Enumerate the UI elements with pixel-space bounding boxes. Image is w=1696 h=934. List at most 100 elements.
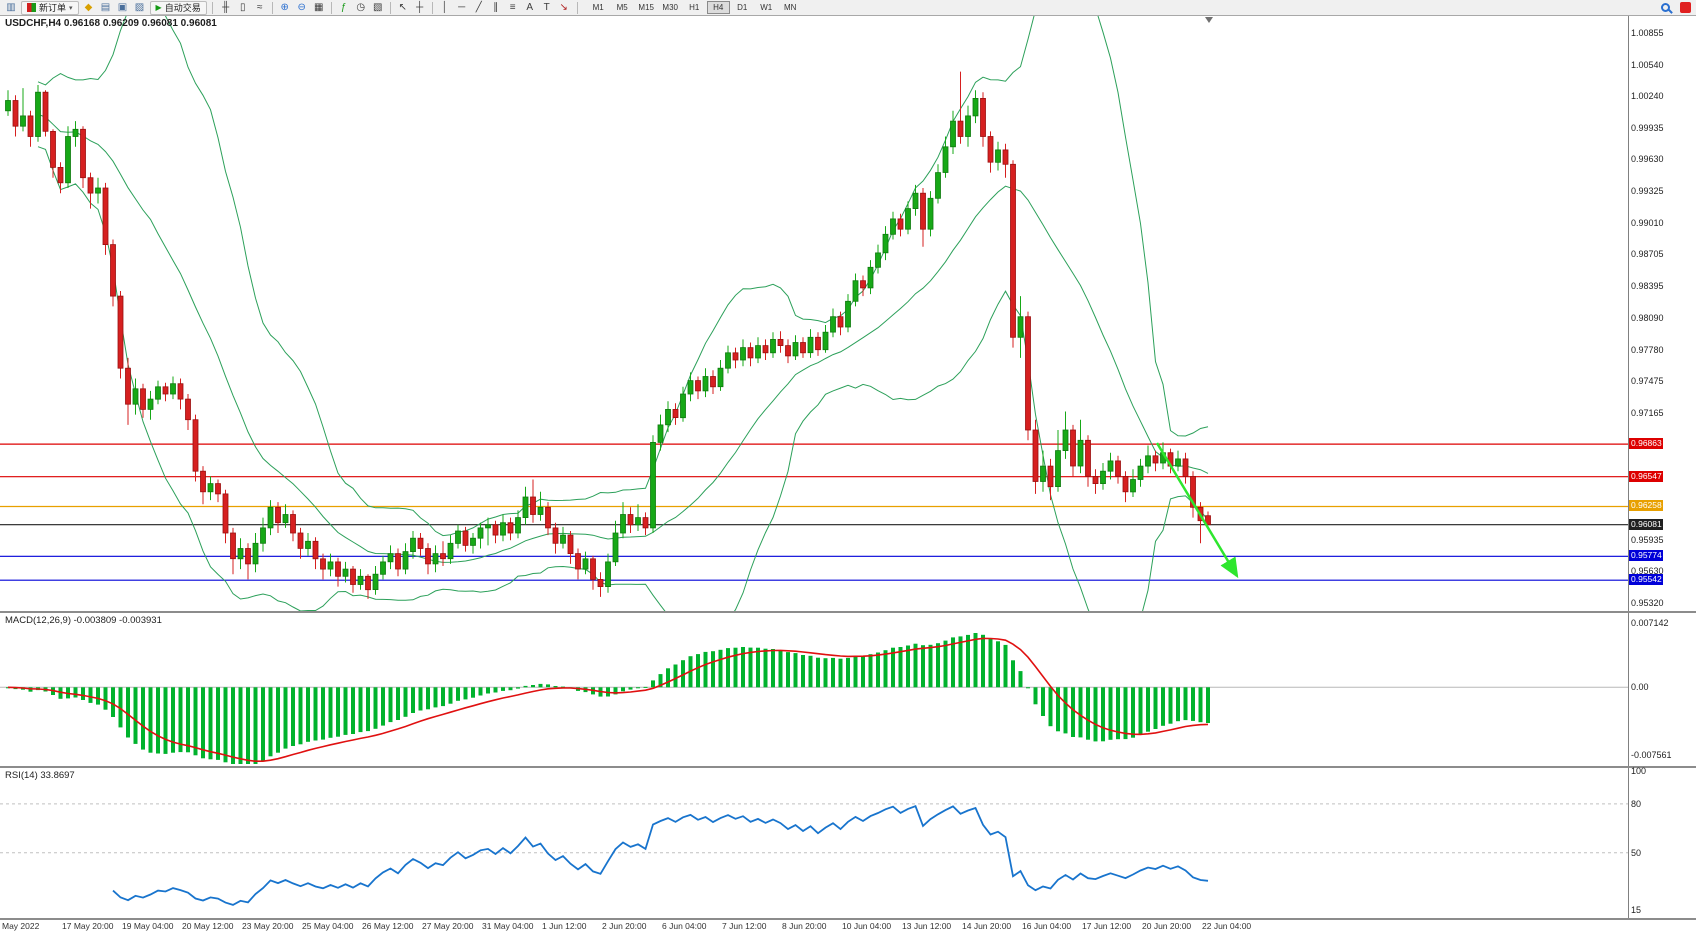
navigator-icon[interactable]: ▨ xyxy=(134,2,145,13)
trendline-icon[interactable]: ╱ xyxy=(475,2,482,13)
crosshair-icon[interactable]: ┼ xyxy=(416,2,424,13)
panel-splitter[interactable] xyxy=(0,918,1696,920)
price-label: 1.00240 xyxy=(1631,91,1664,101)
price-label: 1.00540 xyxy=(1631,60,1664,70)
metaeditor-icon[interactable]: ◆ xyxy=(84,2,93,13)
cursor-icon[interactable]: ↖ xyxy=(398,2,407,13)
panel-splitter[interactable] xyxy=(0,766,1696,768)
panel-splitter[interactable] xyxy=(0,611,1696,613)
chart-tools-toolbar: ╫ ▯ ≈ ⊕ ⊖ ▦ ƒ ◷ ▧ ↖ ┼ │ ─ ╱ ∥ ≡ A T ↘ xyxy=(218,1,572,14)
price-badge: 0.96258 xyxy=(1629,500,1663,511)
autotrade-button[interactable]: ▶ 自动交易 xyxy=(149,0,207,15)
new-order-button[interactable]: 新订单 ▾ xyxy=(21,0,79,15)
arrows-icon[interactable]: ↘ xyxy=(559,2,568,13)
rsi-scale-label: 50 xyxy=(1631,848,1642,858)
rsi-scale-label: 100 xyxy=(1631,766,1647,776)
time-label: 17 Jun 12:00 xyxy=(1082,921,1132,931)
time-axis[interactable]: May 2022 17 May 20:00 19 May 04:00 20 May 1… xyxy=(0,920,1662,934)
rsi-chart[interactable] xyxy=(0,768,1628,918)
price-label: 0.98705 xyxy=(1631,249,1664,259)
timeframe-d1[interactable]: D1 xyxy=(737,3,748,12)
search-icon[interactable] xyxy=(1661,3,1670,12)
timeframe-m15[interactable]: M15 xyxy=(638,3,654,12)
timeframe-m30[interactable]: M30 xyxy=(662,3,678,12)
time-label: 17 May 20:00 xyxy=(62,921,114,931)
time-label: 20 Jun 20:00 xyxy=(1142,921,1192,931)
time-label: 1 Jun 12:00 xyxy=(542,921,587,931)
macd-scale-label: -0.007561 xyxy=(1631,750,1672,760)
chart-title: USDCHF,H4 0.96168 0.96209 0.96081 0.9608… xyxy=(5,18,217,29)
rsi-label: RSI(14) 33.8697 xyxy=(5,770,75,781)
toolbar-separator xyxy=(330,1,332,14)
time-label: 13 Jun 12:00 xyxy=(902,921,952,931)
chart-shift-marker[interactable] xyxy=(1205,17,1213,23)
zoom-in-icon[interactable]: ⊕ xyxy=(280,2,289,13)
price-chart[interactable] xyxy=(0,16,1628,611)
price-scale[interactable]: 1.00855 1.00540 1.00240 0.99935 0.99630 0.993… xyxy=(1628,16,1664,611)
price-label: 0.97780 xyxy=(1631,345,1664,355)
price-label: 0.98395 xyxy=(1631,281,1664,291)
timeframe-mn[interactable]: MN xyxy=(783,3,797,12)
macd-scale[interactable]: 0.007142 0.00 -0.007561 xyxy=(1628,613,1672,766)
window-toolbar: ◆ ▤ ▣ ▨ xyxy=(81,1,148,14)
time-label: 14 Jun 20:00 xyxy=(962,921,1012,931)
price-badge: 0.96547 xyxy=(1629,471,1663,482)
time-label: 8 Jun 20:00 xyxy=(782,921,827,931)
indicators-icon[interactable]: ƒ xyxy=(340,2,347,13)
macd-chart[interactable] xyxy=(0,613,1628,766)
line-chart-icon[interactable]: ≈ xyxy=(256,2,263,13)
time-label: 19 May 04:00 xyxy=(122,921,174,931)
price-badge: 0.95774 xyxy=(1629,550,1663,561)
vertical-line-icon[interactable]: │ xyxy=(441,2,448,13)
timeframe-m1[interactable]: M1 xyxy=(592,3,604,12)
time-label: 26 May 12:00 xyxy=(362,921,414,931)
periods-icon[interactable]: ◷ xyxy=(356,2,366,13)
macd-label: MACD(12,26,9) -0.003809 -0.003931 xyxy=(5,615,162,626)
time-label: 7 Jun 12:00 xyxy=(722,921,767,931)
time-label: 25 May 04:00 xyxy=(302,921,354,931)
timeframe-m5[interactable]: M5 xyxy=(616,3,628,12)
toolbar-separator xyxy=(271,1,273,14)
rsi-scale[interactable]: 100 80 50 15 xyxy=(1628,766,1662,918)
equidistant-channel-icon[interactable]: ∥ xyxy=(493,2,499,13)
rsi-scale-label: 15 xyxy=(1631,905,1642,915)
time-label: May 2022 xyxy=(2,921,40,931)
time-label: 27 May 20:00 xyxy=(422,921,474,931)
candlestick-chart-icon[interactable]: ▯ xyxy=(239,2,246,13)
templates-icon[interactable]: ▧ xyxy=(372,2,383,13)
price-label: 0.97165 xyxy=(1631,408,1664,418)
timeframe-w1[interactable]: W1 xyxy=(760,3,773,12)
horizontal-line-icon[interactable]: ─ xyxy=(458,2,466,13)
play-icon: ▶ xyxy=(155,3,162,12)
timeframe-h1[interactable]: H1 xyxy=(689,3,700,12)
toolbar: ▥ 新订单 ▾ ◆ ▤ ▣ ▨ ▶ 自动交易 ╫ ▯ ≈ ⊕ ⊖ ▦ ƒ ◷ ▧ ↖ ┼ │ ─ ╱ ∥ ≡ A T ↘ … xyxy=(0,0,1696,16)
text-icon[interactable]: A xyxy=(526,2,534,13)
new-order-label: 新订单 xyxy=(39,3,67,13)
chevron-down-icon: ▾ xyxy=(69,4,73,12)
toolbar-separator xyxy=(389,1,391,14)
zoom-out-icon[interactable]: ⊖ xyxy=(297,2,306,13)
new-order-icon xyxy=(27,3,36,12)
bar-chart-icon[interactable]: ╫ xyxy=(222,2,230,13)
price-label: 0.95320 xyxy=(1631,598,1664,608)
market-watch-icon[interactable]: ▤ xyxy=(100,2,111,13)
price-badge: 0.95542 xyxy=(1629,574,1663,585)
text-label-icon[interactable]: T xyxy=(543,2,550,13)
price-label: 0.97475 xyxy=(1631,376,1664,386)
price-badge: 0.96863 xyxy=(1629,438,1663,449)
price-label: 0.99325 xyxy=(1631,186,1664,196)
toolbar-separator xyxy=(211,1,213,14)
new-chart-icon[interactable]: ▥ xyxy=(6,2,16,13)
toolbar-separator xyxy=(576,1,578,14)
notifications-icon[interactable] xyxy=(1680,2,1691,13)
main-chart-panel[interactable]: USDCHF,H4 0.96168 0.96209 0.96081 0.9608… xyxy=(0,16,1664,611)
rsi-panel[interactable]: RSI(14) 33.8697 100 80 50 15 xyxy=(0,766,1662,918)
timeframe-h4[interactable]: H4 xyxy=(706,1,730,14)
fibonacci-icon[interactable]: ≡ xyxy=(509,2,516,13)
macd-panel[interactable]: MACD(12,26,9) -0.003809 -0.003931 0.0071… xyxy=(0,613,1672,766)
price-label: 0.99010 xyxy=(1631,218,1664,228)
macd-scale-label: 0.007142 xyxy=(1631,618,1669,628)
data-window-icon[interactable]: ▣ xyxy=(117,2,128,13)
tile-windows-icon[interactable]: ▦ xyxy=(313,2,324,13)
file-toolbar: ▥ xyxy=(3,1,19,14)
